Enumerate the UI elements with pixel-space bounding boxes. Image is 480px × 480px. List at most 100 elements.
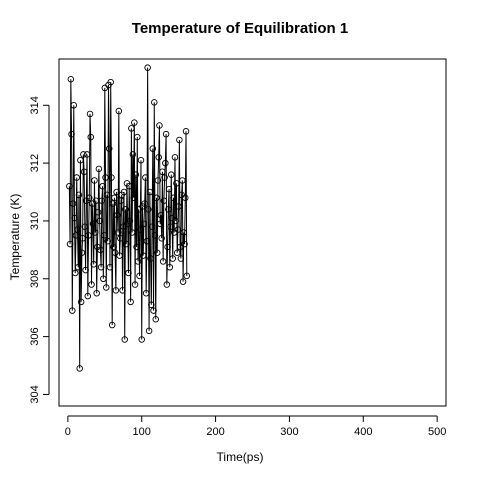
data-point (77, 156, 84, 164)
data-point (166, 263, 174, 271)
data-point (151, 99, 158, 106)
data-point (181, 240, 188, 248)
data-point (89, 220, 97, 228)
data-point (172, 217, 179, 225)
data-point (173, 249, 181, 256)
y-tick-label: 308 (29, 270, 41, 288)
data-point (111, 194, 118, 202)
data-point (80, 168, 88, 176)
data-point (69, 307, 76, 314)
y-tick-label: 312 (29, 154, 41, 172)
data-point (103, 284, 110, 291)
x-tick-label: 0 (65, 426, 71, 438)
x-axis-label: Time(ps) (216, 450, 264, 464)
data-point (100, 232, 108, 239)
data-point (133, 243, 140, 251)
data-point (156, 122, 163, 129)
y-tick-label: 304 (29, 385, 41, 403)
data-point (114, 229, 122, 236)
data-point (134, 133, 141, 141)
y-tick-label: 306 (29, 327, 41, 345)
data-point (100, 275, 107, 283)
plot-frame (58, 58, 447, 407)
data-point (162, 159, 169, 167)
data-point (128, 125, 135, 132)
data-point (130, 194, 137, 202)
data-point (108, 174, 115, 181)
data-point (70, 102, 78, 109)
data-point (91, 177, 98, 184)
data-point (168, 171, 175, 178)
data-point (96, 217, 103, 225)
data-point (106, 263, 114, 271)
data-point (163, 281, 171, 288)
data-point (125, 182, 133, 190)
data-point (82, 266, 89, 274)
data-point (138, 336, 145, 343)
data-point (98, 197, 106, 204)
chart-title: Temperature of Equilibration 1 (131, 20, 349, 37)
data-point (182, 194, 189, 202)
data-point (183, 272, 191, 280)
data-point (114, 211, 121, 219)
data-point (175, 203, 182, 210)
data-point (66, 182, 73, 190)
data-point (151, 232, 159, 239)
data-point (117, 235, 124, 242)
data-point (156, 220, 164, 228)
data-point (80, 151, 87, 158)
data-point (66, 240, 74, 248)
x-tick-label: 400 (354, 426, 372, 438)
data-point (145, 206, 152, 213)
y-tick-label: 314 (29, 96, 41, 114)
data-point (83, 151, 91, 158)
data-point (95, 165, 103, 173)
data-point (107, 78, 114, 86)
data-point (159, 168, 166, 176)
data-point (176, 243, 184, 251)
data-point (74, 226, 81, 233)
data-point (148, 223, 156, 230)
data-point (81, 223, 89, 230)
data-point (146, 188, 154, 196)
data-point (99, 182, 106, 190)
data-point (79, 235, 86, 242)
y-tick-label: 310 (29, 212, 41, 230)
data-point (158, 235, 165, 242)
data-point (162, 130, 170, 138)
data-point (176, 136, 183, 144)
data-point (84, 292, 92, 300)
data-point (78, 249, 86, 256)
x-tick-label: 500 (428, 426, 446, 438)
data-point (155, 154, 162, 161)
data-point (116, 252, 123, 259)
data-point (87, 133, 95, 141)
data-point (125, 269, 132, 277)
data-point (150, 307, 157, 314)
data-point (164, 243, 171, 251)
data-point (173, 180, 180, 187)
data-point (104, 237, 111, 245)
data-point (97, 246, 104, 254)
x-tick-label: 300 (280, 426, 298, 438)
data-point (142, 174, 149, 181)
data-point (93, 289, 100, 297)
data-point (157, 211, 165, 219)
data-point (153, 249, 161, 256)
data-point (112, 287, 120, 294)
data-point (132, 171, 140, 178)
data-point (131, 119, 138, 126)
data-point (71, 214, 78, 222)
data-point (76, 365, 83, 372)
data-point (136, 226, 144, 233)
data-point (111, 249, 119, 256)
data-point (126, 217, 134, 225)
data-point (169, 255, 176, 262)
data-point (85, 232, 92, 239)
data-point (122, 206, 129, 213)
data-point (121, 336, 128, 343)
data-point (165, 206, 172, 213)
data-point (165, 185, 173, 193)
data-point (142, 289, 150, 297)
